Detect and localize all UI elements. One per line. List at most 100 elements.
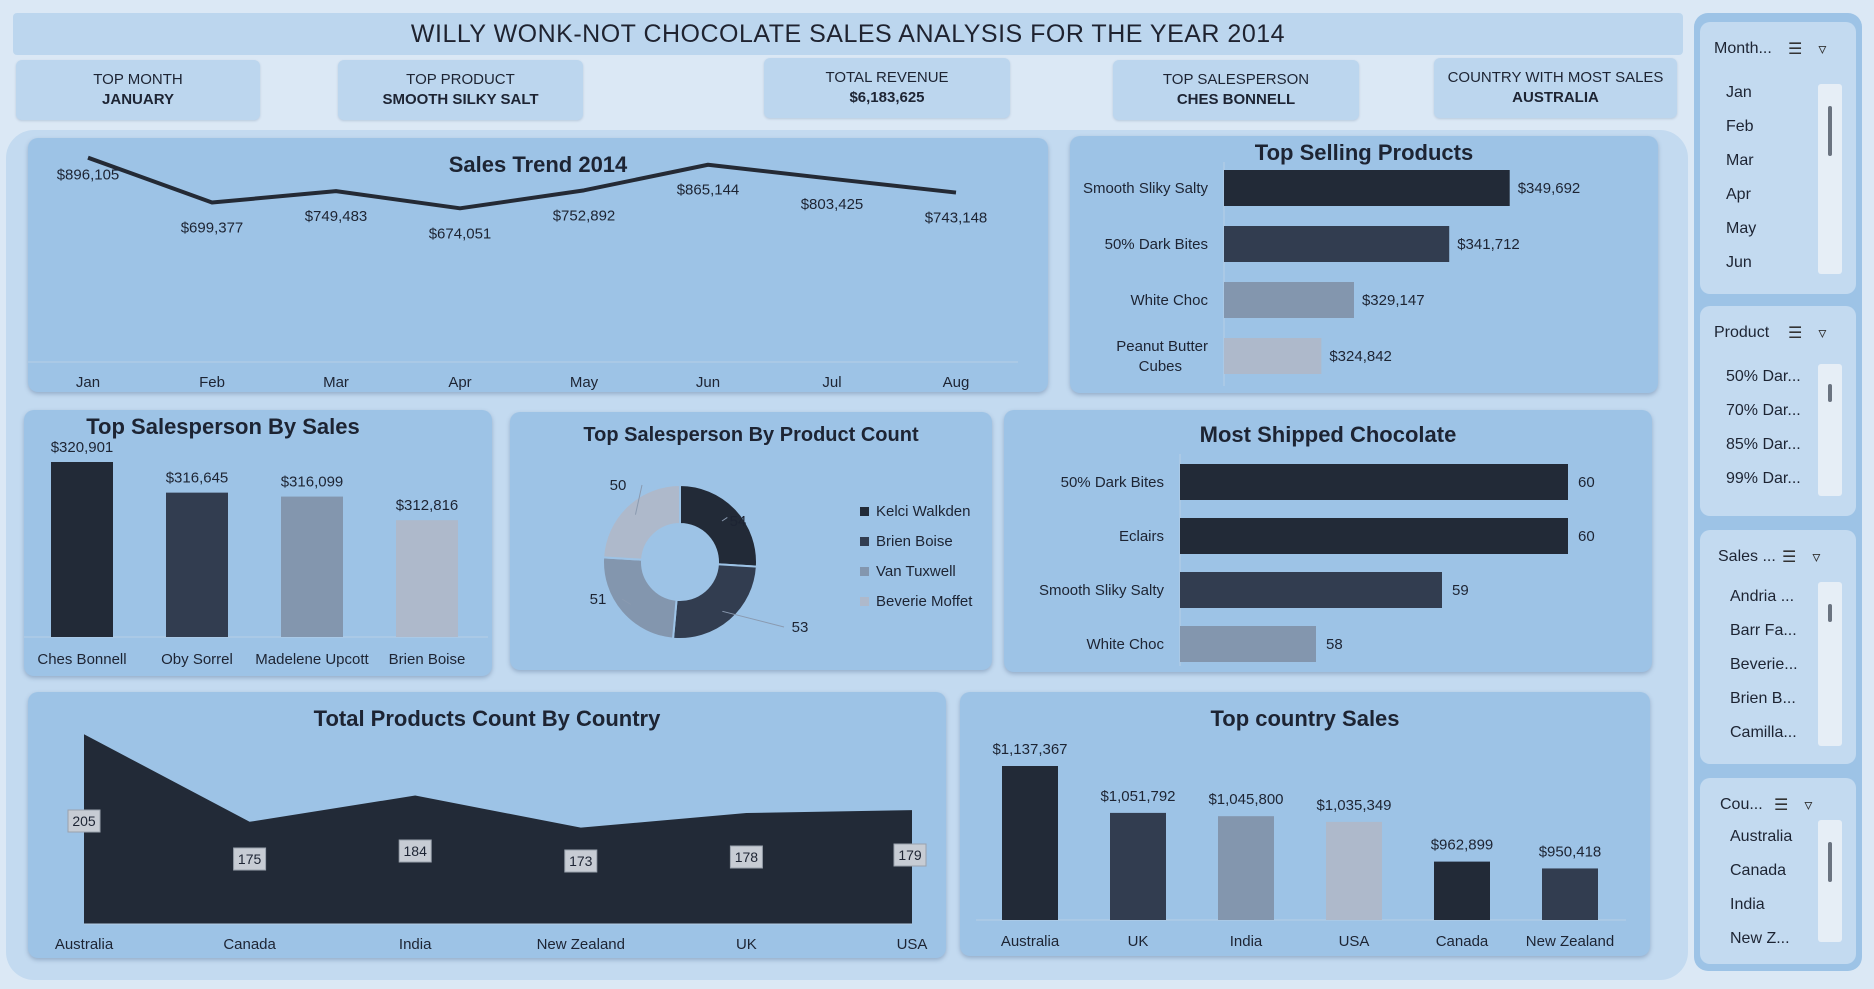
kpi-top-month: TOP MONTH JANUARY <box>16 60 260 120</box>
slicer-item[interactable]: Andria ... <box>1730 588 1795 605</box>
bar <box>1542 868 1598 920</box>
data-label-box <box>233 847 267 871</box>
slicer-item[interactable]: India <box>1730 896 1765 913</box>
bar <box>1224 226 1450 262</box>
scrollbar-thumb[interactable] <box>1828 604 1832 622</box>
kpi-value: CHES BONNELL <box>1176 91 1296 108</box>
slicer-item[interactable]: Barr Fa... <box>1730 622 1797 639</box>
slicer-item[interactable]: Brien B... <box>1730 690 1796 707</box>
scrollbar-thumb[interactable] <box>1828 384 1832 402</box>
slicer-item[interactable]: Canada <box>1730 862 1787 879</box>
kpi-top-product: TOP PRODUCT SMOOTH SILKY SALT <box>338 60 583 120</box>
products-by-country-card: Total Products Count By Country 205 Austr… <box>28 692 946 958</box>
kpi-label: COUNTRY WITH MOST SALES <box>1447 69 1664 86</box>
salesperson-slicer[interactable]: Sales ... ☰ ▿ Andria ... Barr Fa... Beve… <box>1700 530 1856 764</box>
slicer-item[interactable]: New Z... <box>1730 930 1790 947</box>
multi-select-icon[interactable]: ☰ <box>1782 549 1797 566</box>
data-label: 50 <box>610 477 627 494</box>
x-tick-label: India <box>399 936 432 953</box>
x-tick-label: India <box>1230 933 1263 950</box>
x-tick-label: Mar <box>323 374 349 391</box>
slicer-header: Product ☰ ▿ <box>1714 320 1846 346</box>
most-shipped-card: Most Shipped Chocolate 60 50% Dark Bites 6… <box>1004 410 1652 672</box>
data-label: $320,901 <box>51 439 114 456</box>
slicer-item[interactable]: May <box>1726 220 1757 237</box>
multi-select-icon[interactable]: ☰ <box>1774 797 1789 814</box>
slicer-item[interactable]: Mar <box>1726 152 1754 169</box>
x-tick-label: Feb <box>199 374 225 391</box>
data-label: $749,483 <box>305 208 368 225</box>
slicer-scrollbar[interactable] <box>1818 364 1842 496</box>
slicer-item[interactable]: 70% Dar... <box>1726 402 1801 419</box>
slicer-scrollbar[interactable] <box>1818 820 1842 942</box>
clear-filter-icon[interactable]: ▿ <box>1818 41 1827 58</box>
sales-trend-card: Sales Trend 2014 $896,105 Jan $699,377 Feb $… <box>28 138 1048 392</box>
data-label: $316,645 <box>166 470 229 487</box>
data-label: 51 <box>590 591 607 608</box>
bar <box>51 462 113 637</box>
clear-filter-icon[interactable]: ▿ <box>1812 549 1821 566</box>
data-label: 178 <box>735 849 759 865</box>
y-tick-label: Smooth Sliky Salty <box>1039 582 1165 599</box>
x-tick-label: USA <box>897 936 928 953</box>
data-label: $329,147 <box>1362 292 1425 309</box>
dashboard-title: WILLY WONK-NOT CHOCOLATE SALES ANALYSIS … <box>13 13 1683 55</box>
data-label: 60 <box>1578 528 1595 545</box>
slicer-item[interactable]: Australia <box>1730 828 1793 845</box>
slicer-item[interactable]: Jan <box>1726 84 1752 101</box>
scrollbar-thumb[interactable] <box>1828 106 1832 156</box>
kpi-value: $6,183,625 <box>849 89 925 106</box>
slicer-item[interactable]: Camilla... <box>1730 724 1797 741</box>
legend-label: Beverie Moffet <box>876 593 973 610</box>
data-label-box <box>729 845 763 869</box>
data-label: $324,842 <box>1329 348 1392 365</box>
data-label: $1,045,800 <box>1208 791 1283 808</box>
slicer-item[interactable]: Feb <box>1726 118 1754 135</box>
data-label: 58 <box>1326 636 1343 653</box>
products-by-country-chart: 205 Australia 175 Canada 184 India 173 New Zeal… <box>55 734 928 953</box>
month-slicer[interactable]: Month... ☰ ▿ Jan Feb Mar Apr May Jun <box>1700 22 1856 294</box>
slicer-title: Sales ... <box>1718 548 1776 565</box>
data-label: $1,137,367 <box>992 741 1067 758</box>
legend-label: Van Tuxwell <box>876 563 956 580</box>
x-tick-label: Apr <box>448 374 471 391</box>
data-label: 59 <box>1452 582 1469 599</box>
y-tick-label: White Choc <box>1086 636 1164 653</box>
slicer-item[interactable]: Apr <box>1726 186 1751 203</box>
legend-label: Kelci Walkden <box>876 503 970 520</box>
product-slicer[interactable]: Product ☰ ▿ 50% Dar... 70% Dar... 85% Da… <box>1700 306 1856 516</box>
multi-select-icon[interactable]: ☰ <box>1788 325 1803 342</box>
chart-title: Top country Sales <box>1210 706 1400 731</box>
scrollbar-thumb[interactable] <box>1828 842 1832 882</box>
product-count-donut-chart: 54 53 51 50 Kelci Walkden Brien Boise Van Tuxw… <box>590 477 973 640</box>
data-label-box <box>564 849 598 873</box>
data-label: 60 <box>1578 474 1595 491</box>
slicer-header: Sales ... ☰ ▿ <box>1718 544 1846 570</box>
clear-filter-icon[interactable]: ▿ <box>1818 325 1827 342</box>
multi-select-icon[interactable]: ☰ <box>1788 41 1803 58</box>
slicer-scrollbar[interactable] <box>1818 84 1842 274</box>
chart-title: Top Selling Products <box>1254 140 1474 165</box>
data-label: $341,712 <box>1457 236 1520 253</box>
slicer-title: Month... <box>1714 40 1772 57</box>
x-tick-label: Jul <box>822 374 841 391</box>
data-label: $950,418 <box>1539 843 1602 860</box>
country-slicer[interactable]: Cou... ☰ ▿ Australia Canada India New Z.… <box>1700 778 1856 964</box>
x-tick-label: Canada <box>223 936 276 953</box>
x-tick-label: Ches Bonnell <box>37 651 126 668</box>
slicer-item[interactable]: 50% Dar... <box>1726 368 1801 385</box>
legend-swatch <box>860 567 869 576</box>
slicer-items: Australia Canada India New Z... <box>1718 820 1828 956</box>
top-country-sales-card: Top country Sales $1,137,367 Australia $1,… <box>960 692 1650 956</box>
slicer-item[interactable]: 85% Dar... <box>1726 436 1801 453</box>
slicer-item[interactable]: Jun <box>1726 254 1752 271</box>
slicer-item[interactable]: 99% Dar... <box>1726 470 1801 487</box>
kpi-value: SMOOTH SILKY SALT <box>382 91 539 108</box>
leader-line <box>721 517 728 522</box>
x-tick-label: Canada <box>1436 933 1489 950</box>
slicer-scrollbar[interactable] <box>1818 582 1842 746</box>
chart-title: Top Salesperson By Product Count <box>583 424 919 446</box>
slicer-item[interactable]: Beverie... <box>1730 656 1798 673</box>
clear-filter-icon[interactable]: ▿ <box>1804 797 1813 814</box>
top-salesperson-sales-card: Top Salesperson By Sales $320,901 Ches Bo… <box>24 410 492 676</box>
